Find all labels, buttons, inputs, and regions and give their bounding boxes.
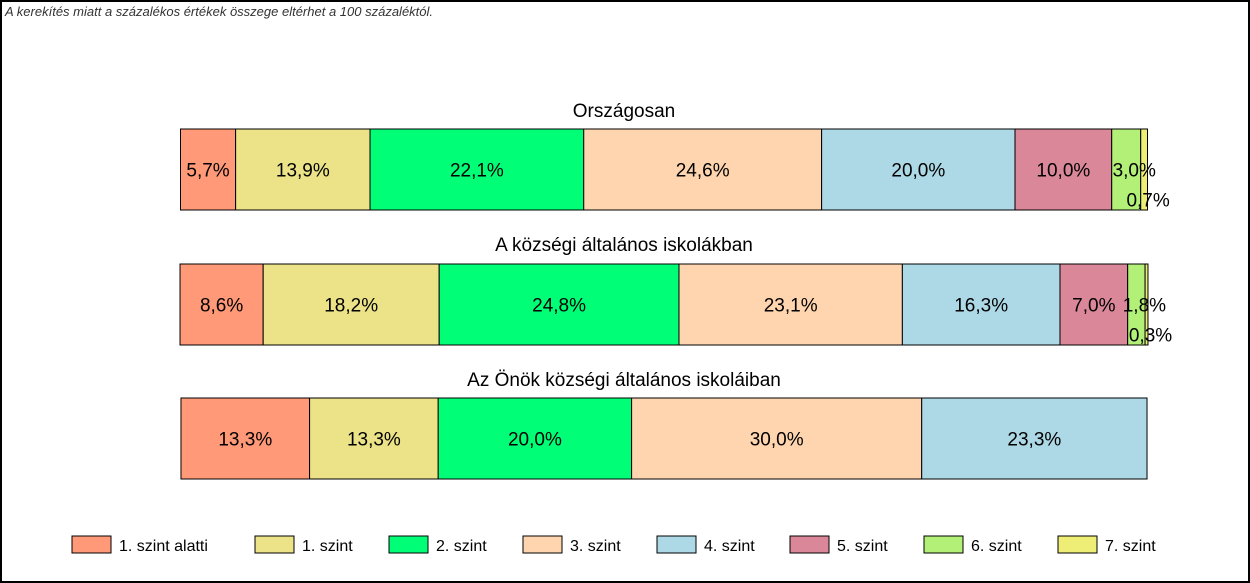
data-label: 13,9% — [276, 161, 330, 182]
bar-title: A községi általános iskolákban — [495, 235, 753, 256]
bar-segment — [1014, 128, 1113, 211]
bar-segment — [437, 397, 633, 480]
bar-segment — [821, 128, 1016, 211]
data-label: 0,7% — [1126, 191, 1169, 212]
bar-segment — [631, 397, 923, 480]
bar-title: Országosan — [573, 101, 675, 122]
data-label: 20,0% — [891, 161, 945, 182]
legend-swatch — [789, 535, 830, 554]
data-label: 23,1% — [764, 296, 818, 317]
data-label: 13,3% — [347, 430, 401, 451]
data-label: 24,8% — [532, 296, 586, 317]
data-label: 30,0% — [750, 430, 804, 451]
bar-title: Az Önök községi általános iskoláiban — [467, 370, 781, 391]
data-label: 18,2% — [324, 296, 378, 317]
data-label: 16,3% — [954, 296, 1008, 317]
bar-segment — [309, 397, 439, 480]
legend-label: 5. szint — [837, 538, 888, 555]
data-label: 5,7% — [186, 161, 229, 182]
rounding-note: A kerekítés miatt a százalékos értékek ö… — [5, 4, 434, 19]
bar-segment — [1140, 128, 1148, 211]
bar-segment — [1144, 263, 1149, 346]
bar-segment — [583, 128, 823, 211]
legend-swatch — [254, 535, 295, 554]
bar-segment — [438, 263, 680, 346]
legend-label: 7. szint — [1105, 538, 1156, 555]
legend-label: 4. szint — [704, 538, 755, 555]
bar-segment — [921, 397, 1148, 480]
bar-segment — [262, 263, 440, 346]
data-label: 20,0% — [508, 430, 562, 451]
legend-swatch — [71, 535, 112, 554]
legend-swatch — [388, 535, 429, 554]
bar-segment — [1111, 128, 1142, 211]
bar-segment — [1059, 263, 1129, 346]
bar-segment — [180, 397, 311, 480]
data-label: 0,3% — [1129, 326, 1172, 347]
bar-segment — [901, 263, 1061, 346]
bar-segment — [180, 128, 237, 211]
data-label: 10,0% — [1036, 161, 1090, 182]
legend-swatch — [1057, 535, 1098, 554]
data-label: 22,1% — [450, 161, 504, 182]
data-label: 23,3% — [1007, 430, 1061, 451]
legend-swatch — [656, 535, 697, 554]
data-label: 8,6% — [200, 296, 243, 317]
legend-label: 3. szint — [570, 538, 621, 555]
data-label: 1,8% — [1123, 296, 1166, 317]
legend-label: 1. szint alatti — [119, 538, 208, 555]
data-label: 24,6% — [676, 161, 730, 182]
bar-segment — [179, 263, 264, 346]
bar-segment — [678, 263, 903, 346]
data-label: 7,0% — [1072, 296, 1115, 317]
legend-label: 1. szint — [302, 538, 353, 555]
legend-label: 6. szint — [971, 538, 1022, 555]
legend-swatch — [923, 535, 964, 554]
bar-segment — [369, 128, 585, 211]
legend-swatch — [522, 535, 563, 554]
legend-label: 2. szint — [436, 538, 487, 555]
data-label: 13,3% — [218, 430, 272, 451]
data-label: 3,0% — [1113, 161, 1156, 182]
